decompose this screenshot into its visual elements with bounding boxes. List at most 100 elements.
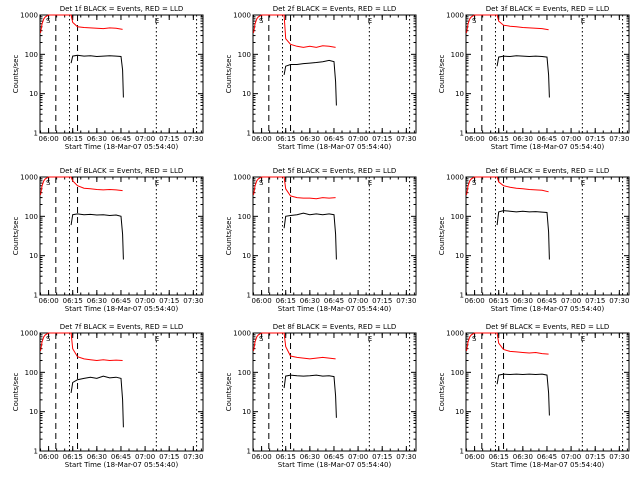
series-line-lld: [253, 176, 336, 200]
saa-start-flag: S: [259, 335, 264, 343]
x-tick-label: 06:15: [63, 453, 83, 461]
series-line-lld: [40, 14, 123, 33]
series-line-lld: [40, 332, 123, 362]
y-tick-label: 10: [29, 252, 38, 260]
detector-panel-7: Det 7f BLACK = Events, RED = LLD 1 10 100 10…: [12, 323, 204, 469]
x-tick-label: 07:30: [609, 135, 629, 143]
y-tick-label: 1: [460, 292, 464, 300]
y-tick-label: 10: [455, 252, 464, 260]
x-tick-label: 06:45: [324, 135, 344, 143]
x-tick-label: 06:15: [276, 135, 296, 143]
saa-end-flag: E: [368, 17, 372, 25]
y-tick-label: 100: [238, 369, 251, 377]
x-tick-label: 06:15: [489, 453, 509, 461]
x-tick-label: 07:00: [561, 453, 581, 461]
x-tick-label: 06:15: [489, 135, 509, 143]
plot-frame: [465, 14, 630, 134]
y-tick-label: 1: [247, 448, 251, 456]
y-tick-label: 100: [25, 51, 38, 59]
saa-start-flag: S: [259, 179, 264, 187]
series-line-events: [70, 54, 124, 98]
x-axis-label: Start Time (18-Mar-07 05:54:40): [278, 461, 392, 469]
series-line-events: [70, 213, 124, 260]
y-tick-label: 100: [25, 369, 38, 377]
series-line-events: [283, 374, 337, 418]
saa-end-flag: E: [581, 17, 585, 25]
detector-panel-5: Det 5f BLACK = Events, RED = LLD 1 10 100 10…: [225, 167, 417, 313]
x-tick-label: 06:15: [63, 297, 83, 305]
plot-frame: [39, 176, 204, 296]
x-tick-label: 06:00: [464, 297, 484, 305]
x-tick-label: 06:00: [251, 453, 271, 461]
series-line-events: [496, 55, 550, 98]
series-line-events: [496, 210, 550, 260]
y-axis-label: Counts/sec: [225, 373, 233, 412]
x-tick-label: 06:45: [111, 135, 131, 143]
x-tick-label: 06:30: [513, 453, 533, 461]
x-tick-label: 06:00: [464, 135, 484, 143]
x-tick-label: 07:30: [183, 135, 203, 143]
y-axis-label: Counts/sec: [225, 217, 233, 256]
x-tick-label: 06:15: [276, 453, 296, 461]
plot-frame: [465, 332, 630, 452]
saa-end-flag: E: [368, 179, 372, 187]
y-tick-label: 100: [451, 51, 464, 59]
panel-title: Det 3f BLACK = Events, RED = LLD: [486, 5, 609, 13]
series-line-events: [283, 59, 337, 106]
x-tick-label: 07:30: [396, 135, 416, 143]
plot-frame: [39, 14, 204, 134]
series-line-events: [70, 375, 124, 428]
x-tick-label: 06:45: [111, 297, 131, 305]
x-tick-label: 06:30: [300, 135, 320, 143]
y-tick-label: 1: [34, 292, 38, 300]
saa-start-flag: S: [46, 179, 51, 187]
y-axis-label: Counts/sec: [438, 55, 446, 94]
x-tick-label: 07:15: [372, 135, 392, 143]
series-line-lld: [40, 176, 123, 195]
detector-panel-1: Det 1f BLACK = Events, RED = LLD 1 10 100 10…: [12, 5, 204, 151]
saa-end-flag: E: [155, 17, 159, 25]
y-tick-label: 100: [238, 51, 251, 59]
plot-frame: [252, 14, 417, 134]
series-line-events: [496, 373, 550, 416]
x-tick-label: 06:30: [87, 453, 107, 461]
series-line-lld: [253, 14, 336, 48]
y-tick-label: 1000: [446, 330, 464, 338]
panel-title: Det 1f BLACK = Events, RED = LLD: [60, 5, 183, 13]
x-tick-label: 06:45: [324, 453, 344, 461]
saa-start-flag: S: [46, 17, 51, 25]
y-tick-label: 100: [238, 213, 251, 221]
y-tick-label: 10: [242, 90, 251, 98]
y-tick-label: 10: [29, 408, 38, 416]
saa-start-flag: S: [472, 179, 477, 187]
y-tick-label: 1: [34, 130, 38, 138]
x-tick-label: 06:15: [276, 297, 296, 305]
x-tick-label: 06:30: [300, 297, 320, 305]
saa-start-flag: S: [472, 17, 477, 25]
y-axis-label: Counts/sec: [438, 217, 446, 256]
saa-start-flag: S: [46, 335, 51, 343]
x-tick-label: 07:30: [609, 297, 629, 305]
x-axis-label: Start Time (18-Mar-07 05:54:40): [278, 305, 392, 313]
plot-frame: [252, 176, 417, 296]
x-tick-label: 06:00: [464, 453, 484, 461]
detector-panel-6: Det 6f BLACK = Events, RED = LLD 1 10 100 10…: [438, 167, 630, 313]
x-tick-label: 07:00: [135, 297, 155, 305]
x-axis-label: Start Time (18-Mar-07 05:54:40): [65, 461, 179, 469]
y-tick-label: 1000: [233, 330, 251, 338]
x-tick-label: 06:30: [513, 135, 533, 143]
saa-end-flag: E: [581, 335, 585, 343]
detector-panel-2: Det 2f BLACK = Events, RED = LLD 1 10 100 10…: [225, 5, 417, 151]
panel-title: Det 2f BLACK = Events, RED = LLD: [273, 5, 396, 13]
y-tick-label: 10: [242, 408, 251, 416]
y-tick-label: 1000: [233, 12, 251, 20]
x-axis-label: Start Time (18-Mar-07 05:54:40): [65, 143, 179, 151]
x-tick-label: 06:45: [324, 297, 344, 305]
saa-end-flag: E: [581, 179, 585, 187]
x-axis-label: Start Time (18-Mar-07 05:54:40): [278, 143, 392, 151]
x-tick-label: 07:00: [561, 135, 581, 143]
y-tick-label: 100: [451, 369, 464, 377]
x-tick-label: 06:00: [251, 135, 271, 143]
saa-end-flag: E: [155, 179, 159, 187]
x-tick-label: 06:15: [63, 135, 83, 143]
